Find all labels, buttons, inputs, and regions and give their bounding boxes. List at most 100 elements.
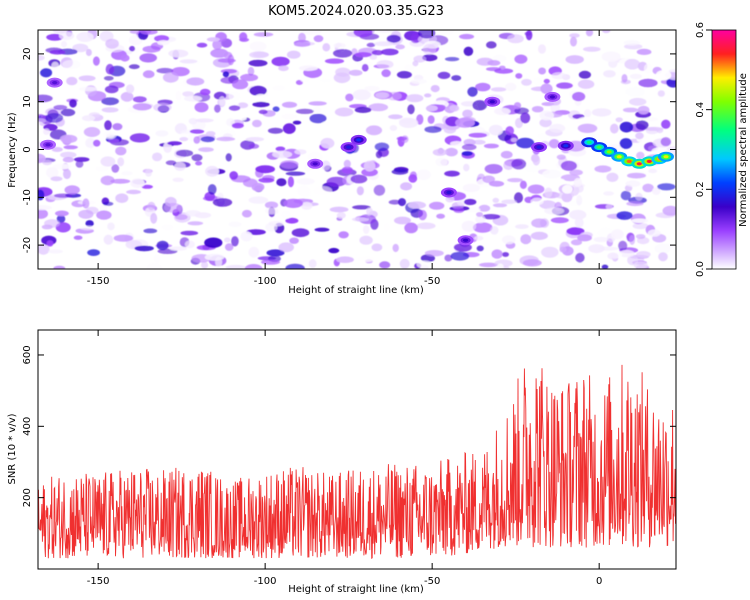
spectrogram-feature-core: [636, 162, 642, 166]
spectrogram-blob: [391, 168, 409, 175]
spectrogram-blob: [577, 234, 592, 242]
spectrogram-blob: [66, 76, 78, 86]
spectrogram-blob: [75, 160, 84, 168]
spectrogram-blob: [225, 264, 246, 269]
spectrogram-blob: [629, 235, 636, 245]
spectrogram-blob: [207, 184, 217, 195]
spectrogram-blob: [472, 222, 493, 233]
spectrogram-blob: [515, 73, 523, 79]
spectrogram-blob: [619, 121, 634, 133]
spectrogram-blob: [38, 55, 45, 61]
spectrogram-blob: [444, 170, 460, 177]
spectrogram-blob: [63, 145, 78, 150]
x-tick-label: 0: [596, 276, 602, 287]
spectrogram-blob: [626, 201, 644, 207]
spectrogram-blob: [569, 209, 587, 220]
spectrogram-blob: [583, 46, 601, 52]
spectrogram-blob: [478, 204, 491, 212]
spectrogram-blob: [228, 91, 241, 102]
spectrogram-blob: [49, 49, 66, 55]
spectrogram-blob: [539, 200, 557, 210]
spectrogram-feature-core: [356, 138, 362, 142]
spectrogram-blob: [398, 198, 406, 207]
spectrogram-blob: [661, 119, 671, 129]
spectrogram-blob: [152, 152, 163, 162]
spectrogram-y-ticks: -20 -10 0 10 20: [22, 48, 676, 253]
spectrogram-blob: [455, 117, 475, 128]
spectrogram-blob: [475, 215, 486, 224]
spectrogram-blob: [388, 199, 401, 205]
spectrogram-blob: [345, 93, 354, 102]
spectrogram-blob: [463, 163, 470, 172]
spectrogram-blob: [354, 52, 372, 58]
spectrogram-blob: [72, 43, 89, 53]
spectrogram-blob: [488, 180, 505, 187]
spectrogram-blob: [437, 71, 451, 79]
spectrogram-blob: [126, 189, 142, 195]
spectrogram-blob: [322, 43, 331, 52]
spectrogram-y-label: Frequency (Hz): [7, 112, 18, 188]
spectrogram-blob: [479, 262, 498, 268]
spectrogram-blob: [296, 178, 315, 185]
spectrogram-blob: [300, 202, 313, 210]
spectrogram-blob: [436, 213, 445, 219]
spectrogram-blob: [585, 30, 594, 37]
spectrogram-blob: [486, 41, 497, 49]
spectrogram-blob: [591, 108, 612, 117]
spectrogram-blob: [349, 185, 358, 197]
spectrogram-blob: [610, 123, 619, 134]
spectrogram-blob: [652, 187, 661, 195]
spectrogram-blob: [258, 109, 268, 115]
spectrogram-blob: [56, 214, 66, 224]
spectrogram-blob: [406, 94, 424, 103]
spectrogram-blob: [379, 261, 391, 269]
spectrogram-blob: [130, 178, 145, 189]
spectrogram-blob: [179, 137, 189, 142]
spectrogram-blob: [85, 137, 96, 149]
spectrogram-blob: [168, 49, 189, 58]
spectrogram-blob: [341, 166, 353, 174]
spectrogram-blob: [216, 136, 236, 142]
spectrogram-blob: [532, 155, 541, 166]
spectrogram-blob: [161, 224, 174, 231]
spectrogram-blob: [117, 157, 125, 167]
spectrogram-blob: [556, 82, 573, 89]
spectrogram-blob: [539, 118, 552, 128]
spectrogram-blob: [255, 165, 275, 174]
spectrogram-blob: [328, 247, 340, 254]
spectrogram-blob: [629, 97, 647, 106]
spectrogram-blob: [468, 132, 487, 138]
spectrogram-blob: [451, 75, 462, 81]
spectrogram-blob: [267, 127, 284, 134]
spectrogram-blob: [48, 249, 63, 254]
spectrogram-blob: [543, 78, 550, 84]
spectrogram-blob: [444, 57, 460, 62]
spectrogram-blob: [44, 219, 61, 228]
spectrogram-blob: [577, 79, 595, 89]
spectrogram-blob: [577, 123, 598, 133]
snr-x-label: Height of straight line (km): [288, 584, 424, 595]
spectrogram-blob: [365, 125, 383, 136]
colorbar-gradient: [711, 29, 737, 270]
spectrogram-blob: [153, 102, 172, 112]
spectrogram-blob: [436, 104, 446, 110]
spectrogram-blob: [388, 114, 403, 120]
spectrogram-blob: [222, 71, 230, 78]
spectrogram-blob: [368, 103, 389, 112]
spectrogram-blob: [191, 154, 203, 162]
spectrogram-blob: [489, 185, 496, 191]
colorbar-tick-label: 0.0: [695, 261, 706, 277]
spectrogram-blob: [635, 234, 646, 239]
spectrogram-blob: [625, 86, 645, 97]
spectrogram-blob: [200, 136, 215, 143]
spectrogram-blob: [594, 165, 612, 173]
spectrogram-blob: [104, 120, 112, 131]
spectrogram-blob: [155, 130, 169, 137]
spectrogram-blob: [461, 151, 473, 157]
spectrogram-blob: [172, 177, 184, 182]
spectrogram-blob: [42, 159, 53, 166]
spectrogram-blob: [224, 237, 231, 243]
spectrogram-blob: [308, 259, 317, 268]
spectrogram-blob: [492, 203, 508, 208]
spectrogram-blob: [538, 44, 546, 54]
